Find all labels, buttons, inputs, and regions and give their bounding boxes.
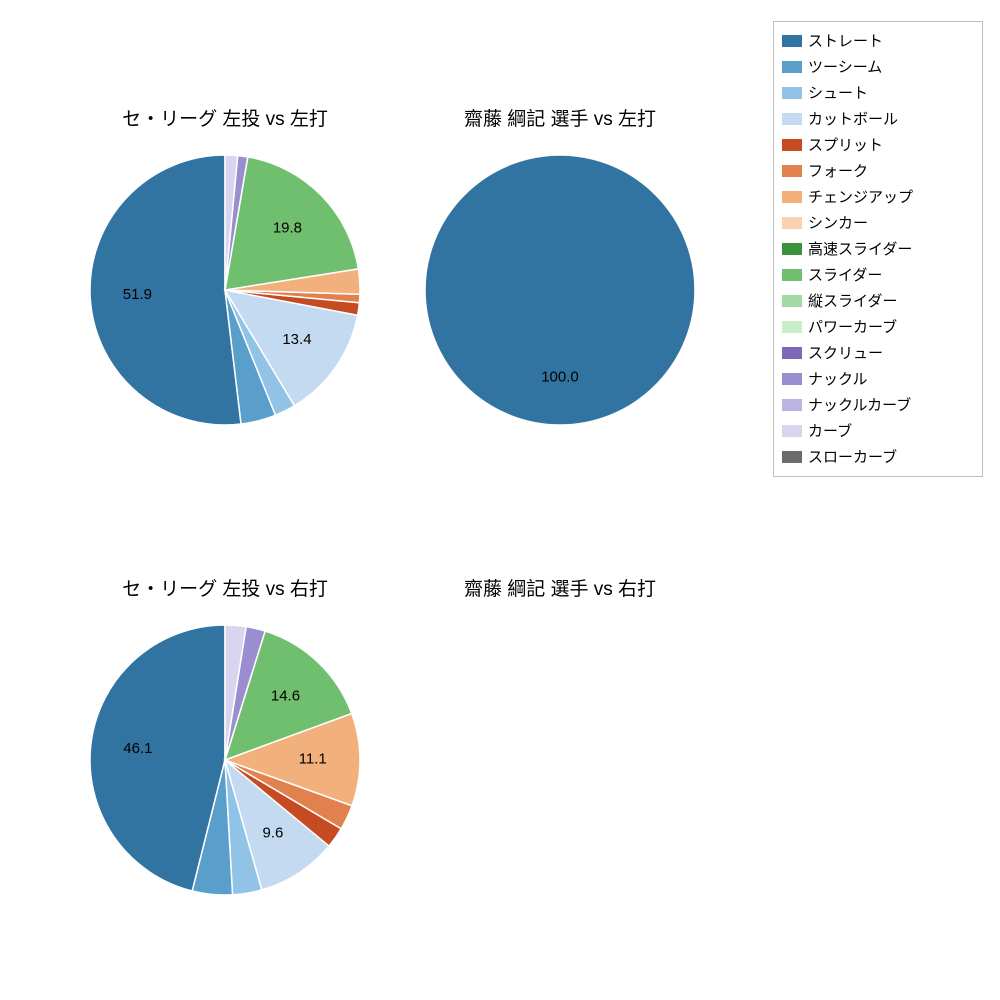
legend-label: スライダー — [808, 268, 882, 283]
legend-label: シンカー — [808, 216, 868, 231]
legend-item: カーブ — [782, 418, 974, 444]
legend-item: シンカー — [782, 210, 974, 236]
legend-item: ツーシーム — [782, 54, 974, 80]
pie-slice-label: 51.9 — [123, 286, 152, 303]
legend-item: スクリュー — [782, 340, 974, 366]
legend-swatch — [782, 321, 802, 333]
legend-label: 高速スライダー — [808, 242, 912, 257]
legend-swatch — [782, 139, 802, 151]
pie-slice-label: 9.6 — [263, 824, 284, 841]
legend-swatch — [782, 295, 802, 307]
legend-label: 縦スライダー — [808, 294, 897, 309]
legend-label: フォーク — [808, 164, 868, 179]
legend-label: ナックル — [808, 372, 868, 387]
pie-chart-tr: 100.0 — [423, 153, 697, 427]
pie-slice-label: 14.6 — [271, 687, 300, 704]
legend-label: スプリット — [808, 138, 883, 153]
legend-swatch — [782, 347, 802, 359]
legend-label: ストレート — [808, 34, 883, 49]
legend-swatch — [782, 87, 802, 99]
legend-swatch — [782, 243, 802, 255]
legend-swatch — [782, 451, 802, 463]
pie-slice — [90, 155, 241, 425]
chart-title-bl: セ・リーグ 左投 vs 右打 — [55, 574, 395, 601]
legend-swatch — [782, 217, 802, 229]
legend-swatch — [782, 165, 802, 177]
legend-item: ナックルカーブ — [782, 392, 974, 418]
pie-slice-label: 11.1 — [299, 751, 327, 768]
legend-label: シュート — [808, 86, 868, 101]
pie-slice-label: 46.1 — [123, 740, 152, 757]
chart-title-br: 齋藤 綱記 選手 vs 右打 — [390, 574, 730, 601]
pie-slice-label: 100.0 — [541, 369, 579, 386]
pie-slice-label: 13.4 — [282, 331, 311, 348]
legend-swatch — [782, 113, 802, 125]
legend-label: カットボール — [808, 112, 898, 127]
pie-chart-tl: 51.9 13.4 19.8 — [88, 153, 362, 427]
legend-swatch — [782, 61, 802, 73]
pie-chart-br — [423, 623, 697, 897]
legend-item: カットボール — [782, 106, 974, 132]
legend: ストレートツーシームシュートカットボールスプリットフォークチェンジアップシンカー… — [773, 21, 983, 477]
legend-item: スプリット — [782, 132, 974, 158]
legend-item: チェンジアップ — [782, 184, 974, 210]
legend-item: ナックル — [782, 366, 974, 392]
chart-title-tr: 齋藤 綱記 選手 vs 左打 — [390, 104, 730, 131]
legend-item: フォーク — [782, 158, 974, 184]
legend-label: チェンジアップ — [808, 190, 913, 205]
legend-item: パワーカーブ — [782, 314, 974, 340]
legend-label: カーブ — [808, 424, 852, 439]
legend-item: スローカーブ — [782, 444, 974, 470]
chart-title-tl: セ・リーグ 左投 vs 左打 — [55, 104, 395, 131]
legend-item: スライダー — [782, 262, 974, 288]
legend-swatch — [782, 399, 802, 411]
legend-item: シュート — [782, 80, 974, 106]
legend-item: ストレート — [782, 28, 974, 54]
legend-label: スクリュー — [808, 346, 883, 361]
legend-swatch — [782, 35, 802, 47]
legend-swatch — [782, 269, 802, 281]
legend-swatch — [782, 425, 802, 437]
legend-label: スローカーブ — [808, 450, 897, 465]
legend-swatch — [782, 191, 802, 203]
legend-item: 高速スライダー — [782, 236, 974, 262]
legend-item: 縦スライダー — [782, 288, 974, 314]
legend-swatch — [782, 373, 802, 385]
pie-chart-bl: 46.1 9.6 11.1 14.6 — [88, 623, 362, 897]
legend-label: ナックルカーブ — [808, 398, 911, 413]
legend-label: パワーカーブ — [808, 320, 897, 335]
pie-slice-label: 19.8 — [273, 219, 302, 236]
legend-label: ツーシーム — [808, 60, 882, 75]
